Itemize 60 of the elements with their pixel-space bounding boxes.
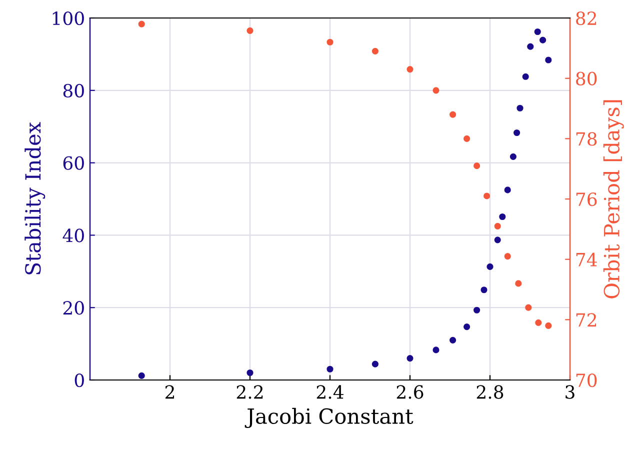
point: [514, 129, 520, 136]
point: [522, 73, 529, 80]
point: [535, 319, 542, 326]
x-axis-title: Jacobi Constant: [244, 408, 414, 428]
y2-tick-label: 82: [576, 11, 596, 26]
point: [246, 27, 254, 34]
point: [499, 213, 506, 220]
x-tick-label: 2: [165, 385, 174, 399]
point: [406, 66, 414, 73]
point: [486, 263, 494, 270]
x-tick-label: 2.2: [236, 385, 263, 399]
y2-tick-label: 74: [576, 252, 597, 266]
point: [406, 354, 414, 362]
point: [474, 306, 480, 314]
point: [545, 322, 552, 329]
point: [326, 38, 334, 46]
y-axis-title: Stability Index: [24, 122, 46, 274]
point: [474, 162, 480, 170]
y2-tick-label: 80: [576, 72, 597, 86]
x-tick-label: 2.6: [396, 385, 424, 399]
point: [494, 236, 501, 244]
point: [534, 28, 541, 36]
y-tick-label: 20: [63, 301, 84, 315]
point: [432, 346, 440, 354]
y-tick-label: 80: [63, 84, 84, 98]
point: [525, 304, 532, 311]
point: [372, 360, 378, 368]
x-tick-label: 2.8: [476, 385, 504, 399]
y-tick-label: 40: [62, 228, 84, 242]
point: [450, 111, 456, 118]
y-tick-label: 100: [52, 11, 84, 26]
x-tick-label: 2.4: [316, 385, 344, 399]
y2-axis-title: Orbit Period [days]: [603, 100, 624, 298]
point: [326, 366, 334, 372]
y2-tick-label: 70: [576, 373, 597, 388]
point: [464, 135, 470, 142]
point: [540, 36, 546, 44]
point: [432, 87, 440, 94]
point: [527, 43, 534, 50]
point: [545, 56, 552, 64]
point: [504, 186, 511, 194]
x-tick-label: 3: [566, 385, 574, 399]
point: [450, 336, 456, 344]
point: [516, 104, 524, 112]
point: [138, 372, 145, 379]
point: [464, 323, 470, 330]
point: [494, 222, 501, 230]
y2-tick-label: 78: [576, 132, 597, 146]
point: [504, 253, 511, 260]
point: [246, 369, 254, 376]
point: [372, 48, 378, 54]
point: [515, 280, 522, 287]
point: [484, 192, 490, 200]
y2-tick-label: 72: [576, 313, 596, 327]
y-tick-label: 0: [74, 373, 84, 388]
y2-tick-label: 76: [576, 192, 597, 206]
point: [510, 153, 516, 160]
point: [480, 286, 488, 294]
y-tick-label: 60: [63, 156, 84, 170]
point: [138, 20, 145, 28]
